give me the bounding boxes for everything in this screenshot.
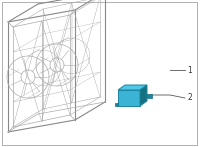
Text: 2: 2: [187, 93, 192, 102]
Polygon shape: [118, 85, 147, 90]
Text: 1: 1: [187, 66, 192, 75]
Polygon shape: [115, 103, 118, 106]
Polygon shape: [147, 94, 152, 98]
Polygon shape: [118, 90, 140, 106]
Polygon shape: [140, 85, 147, 106]
